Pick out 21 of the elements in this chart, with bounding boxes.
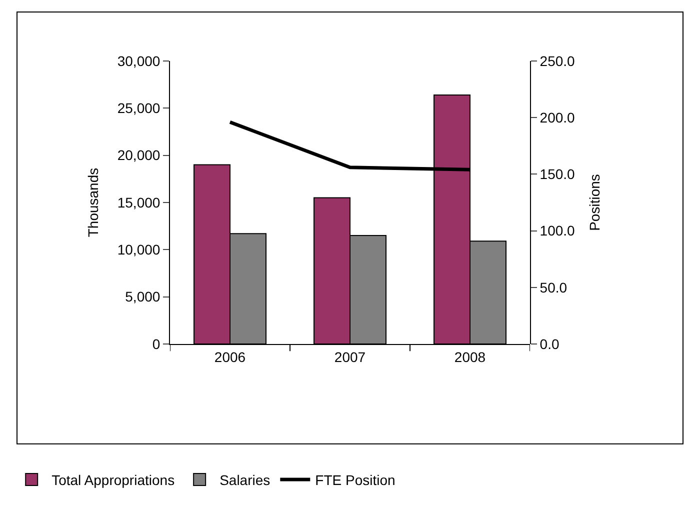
y-tick-label: 5,000: [125, 288, 160, 305]
legend-label: Salaries: [220, 472, 270, 488]
y2-tick-label: 250.0: [540, 52, 576, 69]
y-tick-label: 15,000: [117, 194, 160, 210]
y2-tick-label: 50.0: [540, 279, 568, 296]
y2-tick-label: 0.0: [540, 336, 560, 352]
y-tick-label: 20,000: [117, 147, 160, 164]
y2-tick-label: 150.0: [540, 166, 576, 182]
x-tick-label: 2007: [334, 348, 366, 365]
y-tick-label: 0: [152, 336, 160, 352]
y2-axis-title: Positions: [586, 174, 602, 231]
x-tick-label: 2008: [454, 348, 486, 365]
y-axis-title: Thousands: [84, 168, 101, 238]
x-tick-label: 2006: [214, 348, 246, 365]
y-tick-label: 25,000: [117, 100, 160, 116]
legend-label: FTE Position: [315, 472, 396, 488]
y-tick-label: 10,000: [117, 242, 160, 258]
y2-tick-label: 100.0: [540, 222, 576, 239]
legend-label: Total Appropriations: [52, 472, 175, 488]
y2-tick-label: 200.0: [540, 110, 576, 126]
y-tick-label: 30,000: [117, 52, 160, 69]
